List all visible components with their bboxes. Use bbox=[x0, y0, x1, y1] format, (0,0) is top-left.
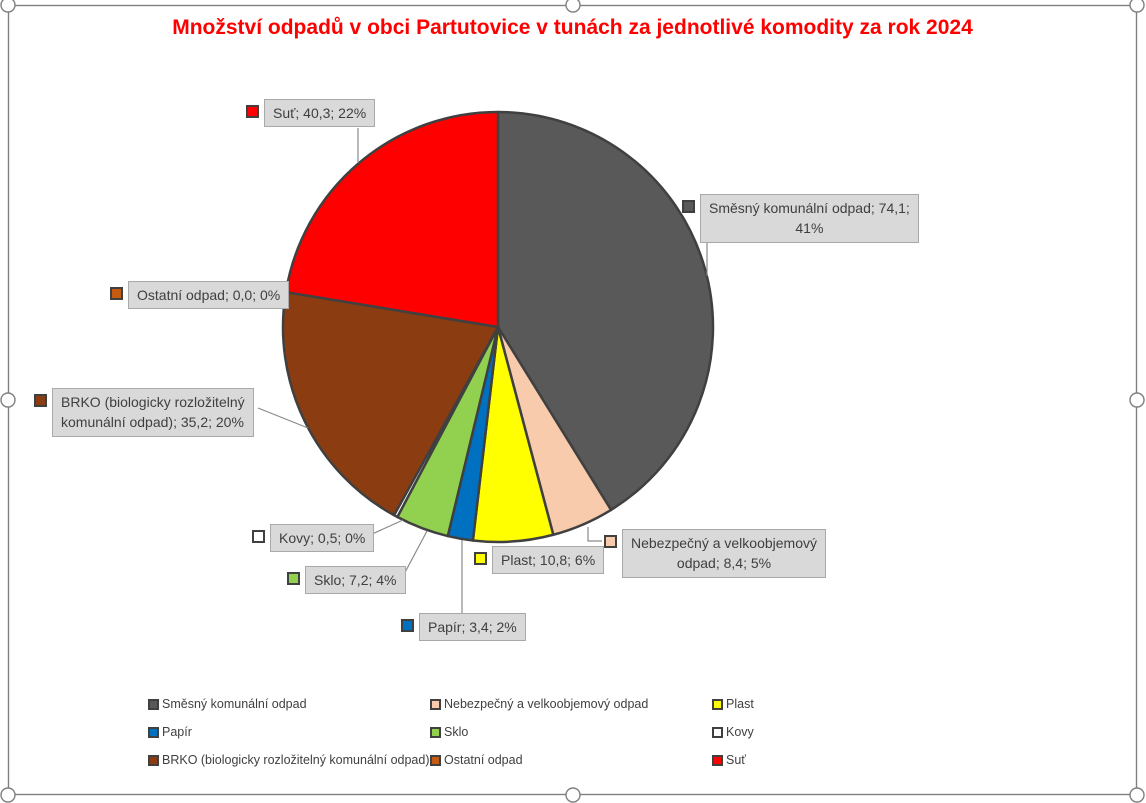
leader-line bbox=[401, 530, 428, 579]
legend-label: Ostatní odpad bbox=[444, 753, 523, 767]
data-label-sklo[interactable]: Sklo; 7,2; 4% bbox=[287, 566, 406, 595]
data-label-smesny-komunalni-odpad[interactable]: Směsný komunální odpad; 74,1; 41% bbox=[682, 194, 919, 243]
legend-marker-ostatni-odpad bbox=[430, 754, 441, 766]
resize-handle[interactable] bbox=[1129, 392, 1145, 408]
data-label-marker-papir bbox=[401, 619, 414, 632]
legend-item-sut[interactable]: Suť bbox=[712, 753, 1098, 767]
resize-handle[interactable] bbox=[0, 0, 16, 13]
legend-label: Papír bbox=[162, 725, 192, 739]
data-label-text: Sklo; 7,2; 4% bbox=[314, 572, 397, 588]
pie-slice-smesny-komunalni-odpad[interactable] bbox=[496, 110, 715, 512]
data-label-brko-biologicky-rozlozitelny-kom[interactable]: BRKO (biologicky rozložitelný komunální … bbox=[34, 388, 254, 437]
legend-item-papir[interactable]: Papír bbox=[148, 725, 430, 739]
data-label-ostatni-odpad[interactable]: Ostatní odpad; 0,0; 0% bbox=[110, 281, 290, 310]
data-label-text: Směsný komunální odpad; 74,1; 41% bbox=[709, 200, 910, 237]
legend-item-kovy[interactable]: Kovy bbox=[712, 725, 1098, 739]
leader-line bbox=[369, 519, 404, 536]
legend-label: Sklo bbox=[444, 725, 469, 739]
legend-marker-plast bbox=[712, 698, 723, 710]
chart-title[interactable]: Množství odpadů v obci Partutovice v tun… bbox=[172, 16, 973, 39]
resize-handle[interactable] bbox=[0, 392, 16, 408]
data-label-text: Kovy; 0,5; 0% bbox=[279, 530, 366, 546]
legend-marker-sut bbox=[712, 754, 723, 766]
leader-line bbox=[257, 407, 309, 429]
resize-handle[interactable] bbox=[565, 787, 581, 803]
data-label-text: Plast; 10,8; 6% bbox=[501, 552, 596, 568]
legend-marker-brko-biologicky-rozlozitelny-kom bbox=[148, 754, 159, 766]
data-label-nebezpecny-a-velkoobjemovy-odpad[interactable]: Nebezpečný a velkoobjemový odpad; 8,4; 5… bbox=[604, 529, 826, 578]
data-label-text: Ostatní odpad; 0,0; 0% bbox=[137, 287, 281, 303]
data-label-text: BRKO (biologicky rozložitelný komunální … bbox=[61, 394, 245, 431]
legend-item-smesny-komunalni-odpad[interactable]: Směsný komunální odpad bbox=[148, 697, 430, 711]
data-label-text: Suť; 40,3; 22% bbox=[273, 105, 367, 121]
legend-marker-sklo bbox=[430, 726, 441, 738]
legend-label: Nebezpečný a velkoobjemový odpad bbox=[444, 697, 649, 711]
data-label-marker-ostatni-odpad bbox=[110, 287, 123, 300]
resize-handle[interactable] bbox=[1129, 0, 1145, 13]
data-label-text: Papír; 3,4; 2% bbox=[428, 619, 517, 635]
pie-chart bbox=[281, 110, 715, 544]
data-label-kovy[interactable]: Kovy; 0,5; 0% bbox=[252, 524, 375, 553]
data-label-plast[interactable]: Plast; 10,8; 6% bbox=[474, 546, 605, 575]
legend-item-plast[interactable]: Plast bbox=[712, 697, 1098, 711]
data-label-marker-brko-biologicky-rozlozitelny-kom bbox=[34, 394, 47, 407]
legend-item-brko-biologicky-rozlozitelny-kom[interactable]: BRKO (biologicky rozložitelný komunální … bbox=[148, 753, 430, 767]
legend-item-ostatni-odpad[interactable]: Ostatní odpad bbox=[430, 753, 712, 767]
legend-marker-smesny-komunalni-odpad bbox=[148, 698, 159, 710]
data-label-marker-sklo bbox=[287, 572, 300, 585]
data-label-marker-plast bbox=[474, 552, 487, 565]
legend-label: Plast bbox=[726, 697, 754, 711]
resize-handle[interactable] bbox=[0, 787, 16, 803]
legend-item-nebezpecny-a-velkoobjemovy-odpad[interactable]: Nebezpečný a velkoobjemový odpad bbox=[430, 697, 712, 711]
resize-handle[interactable] bbox=[1129, 787, 1145, 803]
data-label-marker-kovy bbox=[252, 530, 265, 543]
legend-label: Směsný komunální odpad bbox=[162, 697, 307, 711]
pie-slice-brko-biologicky-rozlozitelny-kom[interactable] bbox=[281, 290, 500, 517]
pie-slice-sut[interactable] bbox=[284, 110, 500, 329]
legend-marker-kovy bbox=[712, 726, 723, 738]
data-label-text: Nebezpečný a velkoobjemový odpad; 8,4; 5… bbox=[631, 535, 817, 572]
leader-line bbox=[587, 527, 602, 542]
legend-label: Suť bbox=[726, 753, 746, 767]
legend-label: Kovy bbox=[726, 725, 754, 739]
data-label-marker-smesny-komunalni-odpad bbox=[682, 200, 695, 213]
legend-marker-papir bbox=[148, 726, 159, 738]
data-label-papir[interactable]: Papír; 3,4; 2% bbox=[401, 613, 526, 642]
data-label-sut[interactable]: Suť; 40,3; 22% bbox=[246, 99, 376, 128]
legend-label: BRKO (biologicky rozložitelný komunální … bbox=[162, 753, 430, 767]
data-label-marker-sut bbox=[246, 105, 259, 118]
legend-item-sklo[interactable]: Sklo bbox=[430, 725, 712, 739]
data-label-marker-nebezpecny-a-velkoobjemovy-odpad bbox=[604, 535, 617, 548]
resize-handle[interactable] bbox=[565, 0, 581, 13]
legend-marker-nebezpecny-a-velkoobjemovy-odpad bbox=[430, 698, 441, 710]
legend: Směsný komunální odpad Nebezpečný a velko… bbox=[148, 690, 1098, 774]
